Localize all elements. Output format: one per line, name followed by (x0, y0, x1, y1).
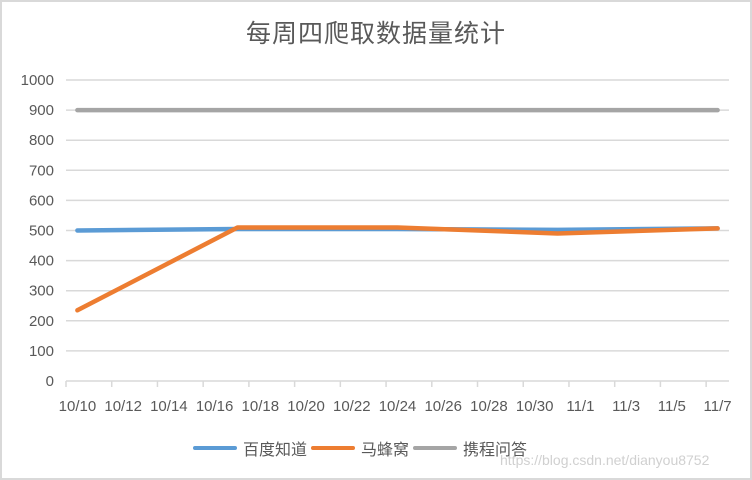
x-tick-label: 10/30 (516, 398, 554, 415)
y-axis: 0 100 200 300 400 500 600 700 800 900 1000 (21, 72, 54, 390)
x-tick-label: 11/1 (566, 398, 594, 415)
legend-item-ctrip: 携程问答 (413, 436, 527, 460)
x-tick-label: 10/22 (333, 398, 371, 415)
legend: 百度知道 马蜂窝 携程问答 (193, 436, 531, 460)
y-tick-label: 900 (29, 102, 54, 119)
y-tick-label: 700 (29, 162, 54, 179)
x-tick-label: 10/24 (379, 398, 417, 415)
y-tick-label: 800 (29, 132, 54, 149)
legend-swatch-mafengwo (311, 446, 356, 450)
x-tick-label: 10/18 (242, 398, 280, 415)
legend-label-baidu: 百度知道 (243, 440, 308, 459)
y-tick-label: 200 (29, 313, 54, 330)
x-tick-label: 10/16 (196, 398, 234, 415)
legend-swatch-baidu (193, 446, 237, 450)
x-tick-label: 11/3 (612, 398, 640, 415)
legend-item-mafengwo: 马蜂窝 (311, 436, 409, 460)
x-tick-label: 10/10 (59, 398, 97, 415)
y-tick-label: 1000 (21, 72, 54, 89)
y-tick-label: 400 (29, 253, 54, 270)
y-tick-label: 100 (29, 343, 54, 360)
x-tick-label: 10/12 (104, 398, 142, 415)
x-axis: 10/10 10/12 10/14 10/16 10/18 10/20 10/22 10/24… (59, 381, 732, 415)
watermark: https://blog.csdn.net/dianyou8752 (500, 452, 710, 468)
data-series (75, 107, 720, 313)
x-tick-label: 10/26 (424, 398, 462, 415)
x-tick-label: 11/5 (658, 398, 686, 415)
legend-label-ctrip: 携程问答 (463, 440, 528, 459)
x-tick-label: 11/7 (704, 398, 732, 415)
y-tick-label: 500 (29, 223, 54, 240)
y-tick-label: 600 (29, 192, 54, 209)
chart-title: 每周四爬取数据量统计 (245, 19, 506, 48)
legend-swatch-ctrip (413, 446, 458, 450)
legend-label-mafengwo: 马蜂窝 (361, 440, 410, 459)
y-tick-label: 300 (29, 283, 54, 300)
legend-item-baidu: 百度知道 (193, 436, 307, 460)
y-tick-label: 0 (46, 373, 54, 390)
x-tick-label: 10/28 (470, 398, 508, 415)
series-line-1 (75, 225, 720, 313)
x-tick-label: 10/20 (287, 398, 325, 415)
x-tick-label: 10/14 (150, 398, 188, 415)
